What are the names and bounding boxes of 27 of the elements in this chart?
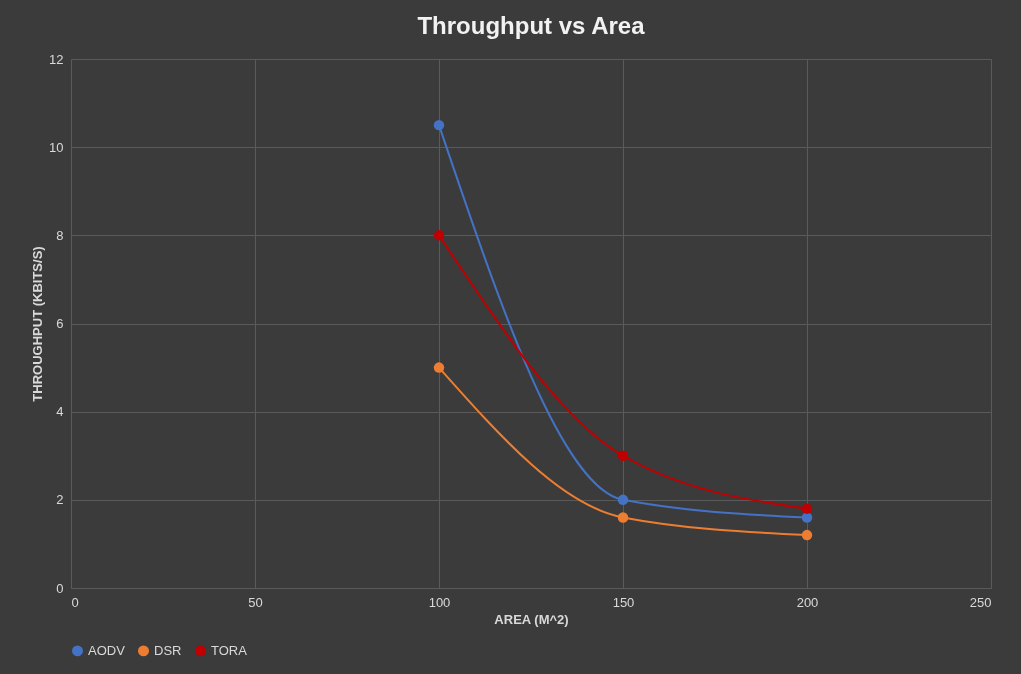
point	[433, 230, 445, 241]
y-tick-label: 4	[56, 404, 64, 420]
legend-label: AODV	[88, 642, 126, 658]
y-tick-label: 10	[49, 139, 64, 155]
legend-label: TORA	[211, 642, 248, 658]
x-tick-label: 150	[612, 594, 635, 610]
y-tick-label: 2	[56, 492, 64, 508]
point	[617, 494, 629, 506]
x-tick-label: 0	[71, 594, 79, 610]
chart-title: Throughput vs Area	[417, 12, 646, 39]
y-tick-label: 12	[49, 51, 64, 67]
x-tick-label: 250	[969, 594, 992, 610]
point	[433, 119, 445, 131]
point	[617, 512, 629, 523]
point	[801, 529, 813, 541]
x-tick-label: 100	[428, 594, 451, 610]
x-tick-label: 50	[248, 594, 263, 610]
y-axis-title: THROUGHPUT (KBITS/S)	[30, 246, 46, 402]
legend-label: DSR	[154, 642, 182, 658]
y-tick-label: 6	[56, 316, 64, 331]
y-tick-label: 8	[56, 227, 64, 243]
point	[617, 450, 629, 461]
x-tick-label: 200	[796, 594, 819, 610]
x-axis-title: AREA (M^2)	[494, 611, 569, 627]
y-tick-label: 0	[56, 580, 64, 596]
point	[801, 503, 813, 514]
point	[433, 362, 445, 373]
